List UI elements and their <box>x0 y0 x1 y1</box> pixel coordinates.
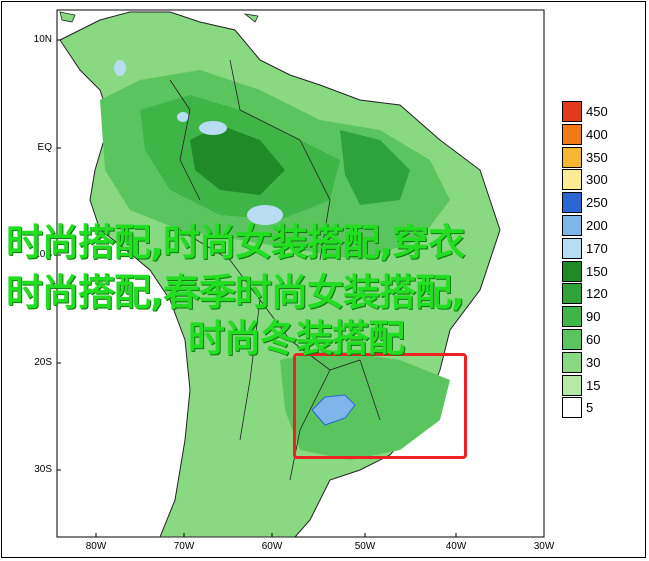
legend-label-350: 350 <box>586 149 608 165</box>
lat-label-20s: 20S <box>34 357 52 368</box>
legend-swatch-5 <box>562 397 582 419</box>
legend-label-170: 170 <box>586 240 608 256</box>
legend-label-200: 200 <box>586 218 608 233</box>
legend-label-15: 15 <box>586 377 601 393</box>
legend-label-5: 5 <box>586 400 594 416</box>
legend-swatch-250 <box>562 192 582 214</box>
land-and-precipitation <box>59 11 501 538</box>
legend-swatch-60 <box>562 329 582 350</box>
overlay-text-line-2: 时尚搭配,春季时尚女装搭配, <box>6 271 465 314</box>
overlay-text-line-1: 时尚搭配,时尚女装搭配,穿衣 <box>6 221 465 264</box>
legend-swatch-300 <box>562 169 582 191</box>
precip-patch-170-b <box>247 205 283 225</box>
lon-label-50w: 50W <box>354 541 376 552</box>
axis-ticks <box>57 39 545 537</box>
lat-label-eq: EQ <box>37 142 52 153</box>
precip-patch-170-c <box>177 112 189 122</box>
precip-patch-250 <box>311 394 356 426</box>
precip-patch-170-d <box>114 60 126 76</box>
legend-swatch-200 <box>562 215 582 236</box>
legend-swatch-170 <box>562 237 582 259</box>
legend-swatch-150 <box>562 260 582 282</box>
legend-label-120: 120 <box>586 286 608 302</box>
country-borders <box>169 59 381 481</box>
legend-swatch-30 <box>562 351 582 373</box>
legend-swatch-15 <box>562 374 582 396</box>
legend-label-400: 400 <box>586 126 608 142</box>
legend-swatch-350 <box>562 146 582 168</box>
legend-label-450: 450 <box>586 104 608 119</box>
legend-swatch-400 <box>562 123 582 145</box>
lon-label-30w: 30W <box>533 541 555 552</box>
legend-label-60: 60 <box>586 332 601 347</box>
legend-label-90: 90 <box>586 309 601 325</box>
lon-label-60w: 60W <box>261 541 283 552</box>
lat-label-10n: 10N <box>33 34 52 45</box>
legend-swatch-450 <box>562 101 582 122</box>
lon-label-70w: 70W <box>173 541 195 552</box>
precip-patch-170-a <box>199 121 227 135</box>
lon-label-80w: 80W <box>85 541 107 552</box>
precip-zone-dark-east <box>340 130 410 205</box>
caribbean-island-1 <box>59 11 76 23</box>
highlight-box <box>293 353 467 459</box>
legend-swatch-120 <box>562 283 582 305</box>
legend-label-300: 300 <box>586 172 608 188</box>
lon-label-40w: 40W <box>445 541 467 552</box>
legend-label-150: 150 <box>586 263 608 279</box>
legend-label-250: 250 <box>586 195 608 211</box>
overlay-text-line-3: 时尚冬装搭配 <box>188 317 405 360</box>
legend-label-30: 30 <box>586 354 601 370</box>
lat-label-30s: 30S <box>34 464 52 475</box>
legend-swatch-90 <box>562 306 582 328</box>
lat-label-10s: 10S <box>34 249 52 260</box>
caribbean-island-2 <box>243 13 259 23</box>
precip-zone-medium-south <box>280 350 450 460</box>
precip-zone-darkest <box>190 125 285 195</box>
